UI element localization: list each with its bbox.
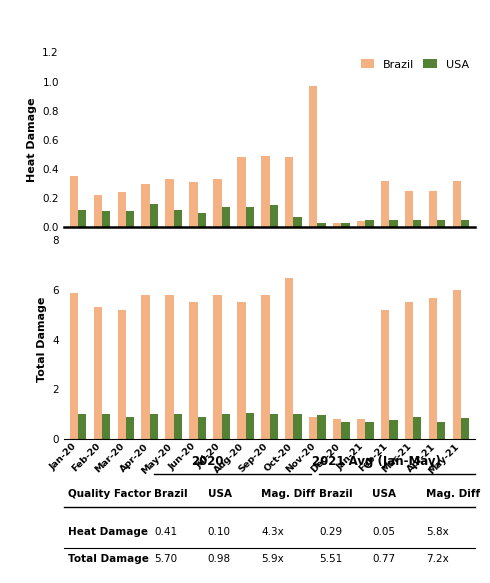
Bar <box>189 182 197 227</box>
Bar <box>453 290 461 439</box>
Text: 5.8x: 5.8x <box>426 527 449 537</box>
Text: 0.98: 0.98 <box>208 554 231 564</box>
Bar <box>318 416 326 439</box>
Bar <box>413 417 421 439</box>
Bar <box>429 297 437 439</box>
Bar <box>437 422 445 439</box>
Bar <box>270 414 278 439</box>
Bar <box>174 414 182 439</box>
Bar <box>245 207 254 227</box>
Bar <box>365 422 373 439</box>
Bar <box>309 417 318 439</box>
Bar <box>126 417 134 439</box>
Bar <box>413 220 421 227</box>
Bar <box>318 223 326 227</box>
Bar <box>166 295 174 439</box>
Text: 5.9x: 5.9x <box>261 554 284 564</box>
Text: 0.05: 0.05 <box>372 527 395 537</box>
Bar <box>270 205 278 227</box>
Bar <box>357 222 365 227</box>
Text: 2021 Avg (Jan-May): 2021 Avg (Jan-May) <box>312 455 441 468</box>
Bar <box>389 220 397 227</box>
Bar <box>342 422 350 439</box>
Text: 0.29: 0.29 <box>319 527 342 537</box>
Bar <box>78 414 86 439</box>
Bar <box>118 192 126 227</box>
Bar <box>221 207 230 227</box>
Bar <box>294 217 302 227</box>
Bar <box>150 414 158 439</box>
Text: Mag. Diff: Mag. Diff <box>261 489 316 499</box>
Text: 0.41: 0.41 <box>154 527 177 537</box>
Y-axis label: Total Damage: Total Damage <box>37 297 47 382</box>
Bar <box>309 86 318 227</box>
Text: Mag. Diff: Mag. Diff <box>426 489 480 499</box>
Bar <box>189 303 197 439</box>
Bar <box>453 181 461 227</box>
Bar <box>461 418 469 439</box>
Bar <box>245 413 254 439</box>
Bar <box>381 310 389 439</box>
Bar <box>285 278 294 439</box>
Bar <box>389 420 397 439</box>
Bar <box>261 156 270 227</box>
Bar <box>102 414 110 439</box>
Bar <box>150 204 158 227</box>
Text: 2020: 2020 <box>192 455 224 468</box>
Text: 7.2x: 7.2x <box>426 554 449 564</box>
Bar <box>197 213 206 227</box>
Bar <box>405 191 413 227</box>
Text: 4.3x: 4.3x <box>261 527 284 537</box>
Bar <box>261 295 270 439</box>
Text: Quality Factor: Quality Factor <box>68 489 151 499</box>
Text: USA: USA <box>372 489 396 499</box>
Bar <box>333 419 342 439</box>
Text: Brazil: Brazil <box>319 489 352 499</box>
Bar <box>357 419 365 439</box>
Bar <box>166 179 174 227</box>
Bar <box>142 295 150 439</box>
Bar <box>102 211 110 227</box>
Bar <box>237 303 245 439</box>
Bar <box>237 157 245 227</box>
Text: 0.77: 0.77 <box>372 554 395 564</box>
Text: USA: USA <box>208 489 232 499</box>
Bar <box>285 157 294 227</box>
Bar <box>381 181 389 227</box>
Text: 5.51: 5.51 <box>319 554 342 564</box>
Legend: Brazil, USA: Brazil, USA <box>357 55 473 74</box>
Text: Total Damage: Total Damage <box>68 554 148 564</box>
Bar <box>126 211 134 227</box>
Bar <box>197 417 206 439</box>
Bar <box>405 303 413 439</box>
Y-axis label: Heat Damage: Heat Damage <box>26 97 37 182</box>
Text: Heat Damage: Heat Damage <box>68 527 148 537</box>
Bar <box>461 220 469 227</box>
Bar <box>213 179 221 227</box>
Bar <box>142 184 150 227</box>
Bar <box>365 220 373 227</box>
Bar <box>429 191 437 227</box>
Bar <box>221 414 230 439</box>
Text: 0.10: 0.10 <box>208 527 231 537</box>
Text: Brazil: Brazil <box>154 489 188 499</box>
Bar <box>437 220 445 227</box>
Bar <box>70 293 78 439</box>
Bar <box>174 210 182 227</box>
Bar <box>78 210 86 227</box>
Text: 5.70: 5.70 <box>154 554 177 564</box>
Bar <box>213 295 221 439</box>
Bar <box>70 176 78 227</box>
Bar <box>342 223 350 227</box>
Bar <box>333 223 342 227</box>
Bar <box>94 195 102 227</box>
Bar <box>294 414 302 439</box>
Bar <box>118 310 126 439</box>
Bar <box>94 307 102 439</box>
